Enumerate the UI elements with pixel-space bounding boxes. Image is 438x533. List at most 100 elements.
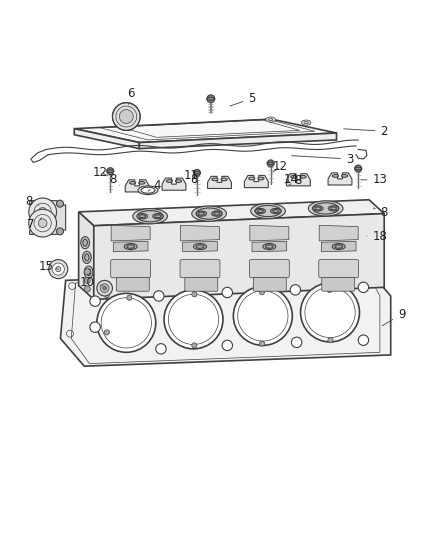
Polygon shape (162, 178, 185, 190)
Ellipse shape (117, 118, 135, 125)
Circle shape (97, 280, 112, 296)
Circle shape (104, 293, 109, 298)
Circle shape (357, 282, 368, 293)
Text: 8: 8 (110, 173, 120, 187)
Ellipse shape (196, 208, 222, 219)
Ellipse shape (106, 170, 113, 173)
Text: 12: 12 (272, 160, 287, 173)
Ellipse shape (138, 182, 145, 184)
Circle shape (267, 160, 273, 167)
Ellipse shape (299, 175, 305, 178)
FancyBboxPatch shape (180, 260, 219, 278)
Ellipse shape (265, 245, 272, 248)
Circle shape (357, 335, 368, 345)
Ellipse shape (175, 180, 181, 182)
Ellipse shape (193, 172, 200, 174)
Ellipse shape (85, 254, 89, 261)
Ellipse shape (220, 178, 226, 181)
Text: 18: 18 (366, 230, 386, 243)
Text: 8: 8 (288, 174, 300, 187)
Circle shape (102, 286, 106, 290)
Circle shape (52, 263, 64, 275)
Ellipse shape (191, 206, 226, 221)
Ellipse shape (86, 269, 91, 276)
Polygon shape (182, 241, 217, 252)
Circle shape (259, 341, 264, 346)
Ellipse shape (115, 116, 137, 124)
Circle shape (57, 200, 64, 207)
Ellipse shape (137, 214, 147, 219)
Ellipse shape (267, 162, 273, 165)
Ellipse shape (129, 182, 135, 184)
Circle shape (97, 293, 155, 352)
Ellipse shape (83, 239, 87, 246)
Ellipse shape (301, 120, 310, 125)
Circle shape (191, 343, 197, 348)
Circle shape (290, 285, 300, 295)
Circle shape (84, 269, 90, 274)
Ellipse shape (270, 208, 280, 214)
Polygon shape (60, 268, 390, 366)
Circle shape (326, 287, 332, 293)
Ellipse shape (262, 244, 275, 249)
Polygon shape (74, 128, 139, 149)
Ellipse shape (328, 206, 338, 211)
Ellipse shape (155, 215, 161, 218)
Ellipse shape (82, 252, 91, 263)
Polygon shape (78, 200, 383, 226)
Ellipse shape (257, 177, 263, 180)
Polygon shape (111, 225, 150, 241)
Circle shape (57, 228, 64, 235)
Polygon shape (74, 119, 336, 142)
Circle shape (206, 95, 214, 103)
Text: 8: 8 (25, 195, 39, 208)
FancyBboxPatch shape (253, 277, 286, 291)
Text: 8: 8 (189, 173, 197, 187)
Polygon shape (286, 174, 310, 186)
Circle shape (354, 165, 361, 172)
Circle shape (38, 207, 47, 216)
Polygon shape (321, 241, 355, 252)
Polygon shape (251, 241, 286, 252)
Ellipse shape (290, 175, 296, 178)
Ellipse shape (212, 178, 218, 181)
Polygon shape (125, 180, 149, 192)
Text: 6: 6 (127, 87, 134, 104)
Ellipse shape (213, 212, 219, 215)
Ellipse shape (198, 212, 204, 215)
FancyBboxPatch shape (321, 277, 354, 291)
Circle shape (259, 289, 264, 295)
Circle shape (119, 110, 133, 124)
Text: 9: 9 (381, 308, 404, 326)
Ellipse shape (127, 245, 134, 248)
Ellipse shape (152, 214, 163, 219)
Ellipse shape (124, 244, 137, 249)
Circle shape (222, 287, 232, 298)
Ellipse shape (254, 208, 265, 214)
Ellipse shape (141, 187, 155, 193)
Ellipse shape (248, 177, 254, 180)
Ellipse shape (196, 245, 203, 248)
Ellipse shape (81, 237, 89, 249)
Ellipse shape (312, 203, 338, 214)
Circle shape (90, 296, 100, 306)
Polygon shape (139, 133, 336, 149)
Polygon shape (244, 175, 268, 188)
Text: 3: 3 (291, 152, 353, 166)
Circle shape (84, 277, 90, 284)
Polygon shape (113, 241, 148, 252)
Circle shape (127, 295, 132, 300)
Ellipse shape (312, 206, 322, 211)
Circle shape (56, 266, 61, 272)
Text: 12: 12 (92, 166, 108, 179)
Ellipse shape (193, 244, 206, 249)
Text: 15: 15 (39, 260, 58, 273)
Circle shape (106, 168, 113, 175)
Circle shape (29, 209, 57, 237)
Ellipse shape (138, 186, 158, 195)
Circle shape (90, 322, 100, 333)
FancyBboxPatch shape (249, 260, 289, 278)
Ellipse shape (257, 209, 263, 213)
Circle shape (153, 291, 164, 301)
Ellipse shape (166, 180, 172, 182)
